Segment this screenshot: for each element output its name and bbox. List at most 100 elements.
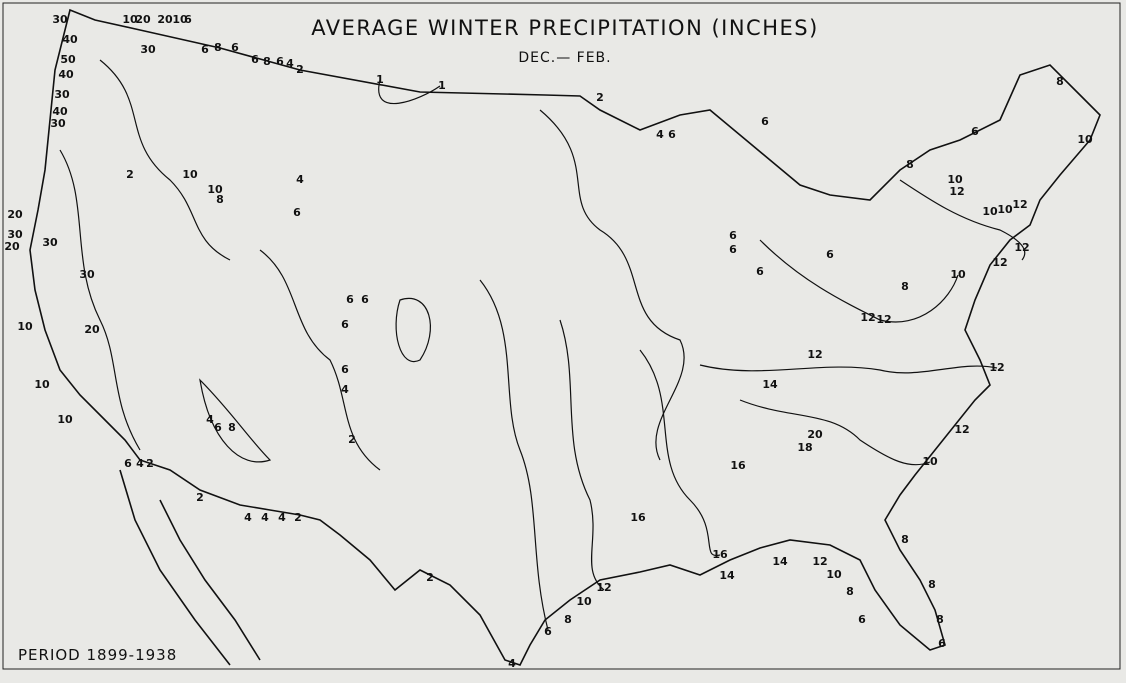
contour-label: 6 xyxy=(761,115,769,128)
contour-label: 16 xyxy=(712,548,728,561)
contour-label: 30 xyxy=(54,88,70,101)
contour-label: 14 xyxy=(762,378,778,391)
contour-label: 20 xyxy=(135,13,151,26)
contour-label: 6 xyxy=(184,13,192,26)
contour-label: 6 xyxy=(231,41,239,54)
contour-label: 10 xyxy=(950,268,966,281)
contour-label: 20 xyxy=(7,208,23,221)
contour-label: 12 xyxy=(596,581,611,594)
contour-label: 4 xyxy=(136,457,144,470)
contour-label: 10 xyxy=(947,173,963,186)
contour-label: 6 xyxy=(668,128,676,141)
contour-label: 8 xyxy=(901,280,909,293)
contour-line xyxy=(259,249,381,471)
contour-label: 30 xyxy=(52,13,68,26)
contour-label: 10 xyxy=(122,13,138,26)
contour-label: 10 xyxy=(922,455,938,468)
map-subtitle: DEC.— FEB. xyxy=(518,50,611,66)
contour-label: 30 xyxy=(42,236,58,249)
contour-label: 6 xyxy=(341,318,349,331)
contour-label: 8 xyxy=(216,193,224,206)
contour-label: 8 xyxy=(936,613,944,626)
contour-line xyxy=(639,349,721,557)
contour-label: 6 xyxy=(826,248,834,261)
contour-label: 6 xyxy=(756,265,764,278)
contour-label: 2 xyxy=(196,491,204,504)
contour-label: 4 xyxy=(206,413,214,426)
contour-label: 2 xyxy=(296,63,304,76)
contour-label: 40 xyxy=(52,105,68,118)
contour-label: 2 xyxy=(596,91,604,104)
contour-line xyxy=(378,79,441,105)
contour-label: 12 xyxy=(807,348,822,361)
contour-label: 12 xyxy=(1014,241,1029,254)
contour-label: 8 xyxy=(1056,75,1064,88)
contour-label: 6 xyxy=(276,55,284,68)
contour-label: 2 xyxy=(146,457,154,470)
contour-label: 8 xyxy=(928,578,936,591)
contour-label: 4 xyxy=(508,657,516,670)
contour-label: 10 xyxy=(172,13,188,26)
contour-label: 12 xyxy=(860,311,875,324)
contour-label: 6 xyxy=(544,625,552,638)
contour-label: 18 xyxy=(797,441,812,454)
contour-label: 4 xyxy=(341,383,349,396)
contour-label: 16 xyxy=(730,459,746,472)
contour-line xyxy=(199,378,272,463)
contour-label: 50 xyxy=(60,53,76,66)
contour-label: 16 xyxy=(630,511,646,524)
contour-label: 2 xyxy=(294,511,302,524)
contour-label: 14 xyxy=(772,555,788,568)
baja xyxy=(119,469,261,666)
contour-label: 8 xyxy=(263,55,271,68)
contour-label: 30 xyxy=(140,43,156,56)
contour-label: 4 xyxy=(244,511,252,524)
contour-label: 30 xyxy=(7,228,23,241)
contour-label: 10 xyxy=(1077,133,1093,146)
contour-label: 12 xyxy=(992,256,1007,269)
contour-label: 20 xyxy=(807,428,823,441)
contour-label: 2 xyxy=(348,433,356,446)
contour-label: 12 xyxy=(812,555,827,568)
contour-label: 8 xyxy=(214,41,222,54)
contour-label: 4 xyxy=(261,511,269,524)
contour-label: 8 xyxy=(901,533,909,546)
contour-label: 6 xyxy=(124,457,132,470)
map-title: AVERAGE WINTER PRECIPITATION (INCHES) xyxy=(311,16,819,40)
contour-label: 4 xyxy=(286,57,294,70)
contour-label: 4 xyxy=(278,511,286,524)
contour-label: 6 xyxy=(214,421,222,434)
period-label: PERIOD 1899-1938 xyxy=(18,646,177,664)
contour-line xyxy=(395,297,431,363)
contour-line xyxy=(899,179,1026,261)
contour-label: 10 xyxy=(982,205,998,218)
contour-label: 6 xyxy=(971,125,979,138)
contour-label: 14 xyxy=(719,569,735,582)
contour-label: 10 xyxy=(207,183,223,196)
contour-line xyxy=(699,364,998,374)
contour-label: 8 xyxy=(228,421,236,434)
contour-line xyxy=(539,109,685,461)
map-frame xyxy=(2,2,1121,670)
contour-label: 10 xyxy=(17,320,33,333)
contour-line xyxy=(759,239,959,323)
contour-label: 40 xyxy=(62,33,78,46)
contour-label: 8 xyxy=(564,613,572,626)
contour-label: 10 xyxy=(182,168,198,181)
contour-label: 30 xyxy=(79,268,95,281)
contour-label: 10 xyxy=(34,378,50,391)
contour-label: 12 xyxy=(876,313,891,326)
contour-label: 1 xyxy=(376,73,384,86)
contour-label: 2 xyxy=(126,168,134,181)
contour-line xyxy=(479,279,549,631)
contour-line xyxy=(739,399,931,466)
contour-label: 4 xyxy=(296,173,304,186)
contour-line xyxy=(59,149,141,451)
contour-label: 4 xyxy=(656,128,664,141)
contour-label: 6 xyxy=(938,637,946,650)
contour-label: 8 xyxy=(846,585,854,598)
contour-label: 6 xyxy=(729,229,737,242)
contour-label: 1 xyxy=(438,79,446,92)
contour-label: 10 xyxy=(57,413,73,426)
